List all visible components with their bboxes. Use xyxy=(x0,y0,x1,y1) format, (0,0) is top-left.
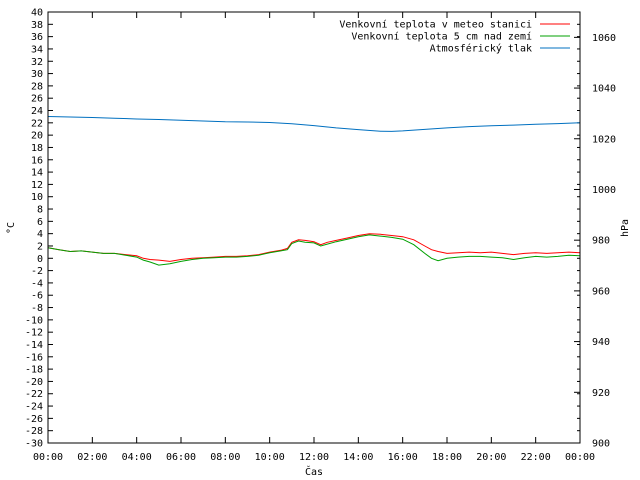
right-axis-ticks: 900 920 940 960 980 1000 1020 1040 1060 xyxy=(574,33,616,450)
legend-label-2: Venkovní teplota 5 cm nad zemí xyxy=(351,31,532,43)
y-tick-label: -30 xyxy=(25,439,43,450)
y-tick-label: 32 xyxy=(31,57,43,68)
x-tick-label: 12:00 xyxy=(299,452,329,463)
y2-axis-label: hPa xyxy=(620,219,631,237)
x-tick-label: 16:00 xyxy=(388,452,418,463)
series-line-2 xyxy=(47,234,581,266)
y2-tick-label: 960 xyxy=(592,286,610,297)
series-layer xyxy=(47,116,581,266)
y-tick-label: 6 xyxy=(37,217,43,228)
legend: Venkovní teplota v meteo staniciVenkovní… xyxy=(339,19,570,55)
series-line-1 xyxy=(47,233,581,262)
y-tick-label: -2 xyxy=(31,266,43,277)
x-tick-label: 06:00 xyxy=(166,452,196,463)
y2-tick-label: 980 xyxy=(592,236,610,247)
x-tick-label: 08:00 xyxy=(210,452,240,463)
y-tick-label: 0 xyxy=(37,254,43,265)
x-tick-label: 00:00 xyxy=(33,452,63,463)
y-tick-label: 2 xyxy=(37,241,43,252)
y-tick-label: -8 xyxy=(31,303,43,314)
y-tick-label: 20 xyxy=(31,131,43,142)
x-tick-label: 18:00 xyxy=(432,452,462,463)
y-tick-label: 10 xyxy=(31,192,43,203)
y-tick-label: 18 xyxy=(31,143,43,154)
x-axis-ticks: 00:00 02:00 04:00 06:00 08:00 10:00 12:00 14:00… xyxy=(33,12,595,463)
x-tick-label: 14:00 xyxy=(343,452,373,463)
y-tick-label: -16 xyxy=(25,352,43,363)
y2-tick-label: 940 xyxy=(592,337,610,348)
y-tick-label: 38 xyxy=(31,20,43,31)
y2-tick-label: 1040 xyxy=(592,84,616,95)
y-tick-label: 30 xyxy=(31,69,43,80)
y-tick-label: 28 xyxy=(31,81,43,92)
x-tick-label: 00:00 xyxy=(565,452,595,463)
y-tick-label: 24 xyxy=(31,106,43,117)
legend-label-3: Atmosférický tlak xyxy=(430,43,532,55)
y-tick-label: -28 xyxy=(25,426,43,437)
y-tick-label: -6 xyxy=(31,291,43,302)
y-tick-label: 36 xyxy=(31,32,43,43)
y-tick-label: 8 xyxy=(37,205,43,216)
y-tick-label: 12 xyxy=(31,180,43,191)
y-tick-label: 26 xyxy=(31,94,43,105)
y-tick-label: 22 xyxy=(31,118,43,129)
y-tick-label: -10 xyxy=(25,315,43,326)
y-tick-label: -14 xyxy=(25,340,43,351)
y-tick-label: -22 xyxy=(25,389,43,400)
x-axis-label: Čas xyxy=(305,465,323,478)
y2-tick-label: 1060 xyxy=(592,33,616,44)
y2-tick-label: 920 xyxy=(592,388,610,399)
plot-frame xyxy=(47,11,581,444)
legend-label-1: Venkovní teplota v meteo stanici xyxy=(339,19,532,31)
x-tick-label: 20:00 xyxy=(476,452,506,463)
y-tick-label: 16 xyxy=(31,155,43,166)
y2-tick-label: 1020 xyxy=(592,134,616,145)
y-axis-label: °C xyxy=(6,222,17,234)
y-tick-label: -4 xyxy=(31,278,43,289)
left-axis-ticks: -30-28-26-24-22-20-18-16-14-12-10-8-6-4-… xyxy=(25,8,580,450)
y-tick-label: -20 xyxy=(25,377,43,388)
y-tick-label: 40 xyxy=(31,8,43,19)
y2-tick-label: 1000 xyxy=(592,185,616,196)
y-tick-label: -26 xyxy=(25,414,43,425)
x-tick-label: 04:00 xyxy=(122,452,152,463)
y-tick-label: 34 xyxy=(31,44,43,55)
y-tick-label: 4 xyxy=(37,229,43,240)
x-tick-label: 22:00 xyxy=(521,452,551,463)
y-tick-label: 14 xyxy=(31,168,43,179)
series-line-3 xyxy=(47,116,581,132)
y-tick-label: -24 xyxy=(25,402,43,413)
x-tick-label: 02:00 xyxy=(77,452,107,463)
x-tick-label: 10:00 xyxy=(255,452,285,463)
y2-tick-label: 900 xyxy=(592,439,610,450)
y-tick-label: -18 xyxy=(25,365,43,376)
y-tick-label: -12 xyxy=(25,328,43,339)
